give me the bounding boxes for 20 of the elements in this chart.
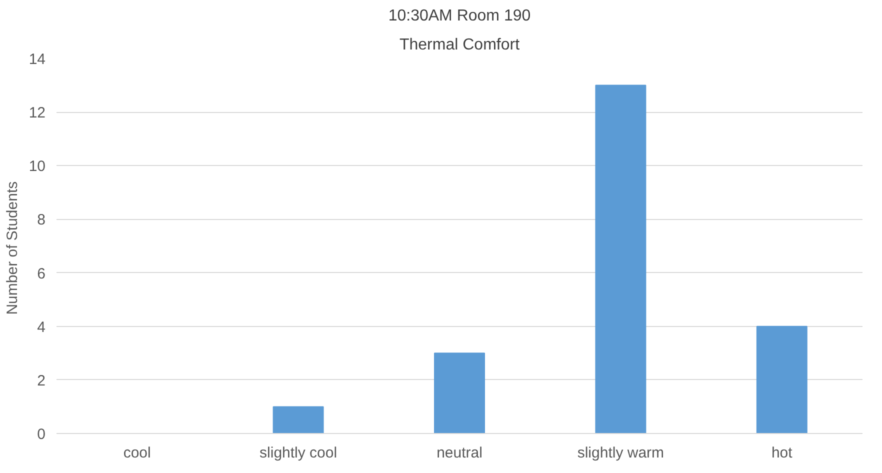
bar	[756, 326, 808, 434]
y-tick-label: 6	[37, 265, 46, 282]
x-tick-label: hot	[771, 444, 794, 462]
y-tick-label: 4	[37, 318, 46, 336]
chart-title: 10:30AM Room 190	[388, 8, 531, 24]
bar	[272, 406, 324, 434]
chart-subtitle: Thermal Comfort	[399, 36, 520, 54]
bar	[434, 352, 485, 434]
y-tick-label: 10	[28, 158, 46, 176]
x-tick-label: neutral	[436, 444, 482, 462]
y-tick-label: 2	[37, 372, 46, 390]
x-tick-label: slightly warm	[577, 444, 664, 462]
y-tick-label: 0	[37, 426, 46, 443]
y-tick-label: 12	[28, 104, 46, 122]
bar	[595, 84, 646, 434]
y-axis-title: Number of Students	[4, 181, 21, 315]
x-tick-label: slightly cool	[260, 444, 338, 462]
y-tick-label: 14	[28, 51, 46, 68]
x-tick-label: cool	[123, 444, 151, 462]
y-tick-label: 8	[37, 212, 46, 229]
